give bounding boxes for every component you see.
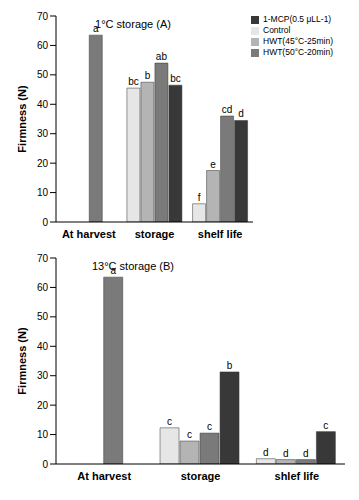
- svg-text:c: c: [207, 421, 212, 432]
- svg-text:a: a: [110, 265, 116, 276]
- svg-text:b: b: [145, 70, 151, 81]
- svg-text:d: d: [283, 448, 289, 459]
- svg-text:storage: storage: [181, 470, 221, 482]
- svg-text:c: c: [167, 416, 172, 427]
- svg-text:b: b: [227, 360, 233, 371]
- svg-text:0: 0: [42, 459, 48, 470]
- svg-text:shlef life: shlef life: [275, 470, 320, 482]
- svg-text:0: 0: [42, 217, 48, 228]
- svg-text:d: d: [263, 447, 269, 458]
- svg-text:c: c: [187, 429, 192, 440]
- svg-text:At harvest: At harvest: [77, 470, 131, 482]
- svg-text:50: 50: [37, 69, 49, 80]
- svg-text:10: 10: [37, 429, 49, 440]
- svg-text:a: a: [93, 23, 99, 34]
- svg-text:d: d: [303, 448, 309, 459]
- svg-text:Firmness (N): Firmness (N): [16, 327, 28, 395]
- svg-text:e: e: [210, 159, 216, 170]
- svg-text:ab: ab: [156, 51, 168, 62]
- svg-text:10: 10: [37, 187, 49, 198]
- svg-text:20: 20: [37, 158, 49, 169]
- svg-text:bc: bc: [170, 73, 181, 84]
- svg-text:30: 30: [37, 128, 49, 139]
- svg-text:At harvest: At harvest: [62, 228, 116, 240]
- svg-text:20: 20: [37, 400, 49, 411]
- svg-text:60: 60: [37, 282, 49, 293]
- svg-text:cd: cd: [222, 104, 233, 115]
- svg-text:70: 70: [37, 11, 49, 22]
- svg-text:70: 70: [37, 253, 49, 264]
- svg-text:shelf life: shelf life: [198, 228, 243, 240]
- svg-text:storage: storage: [135, 228, 175, 240]
- svg-text:f: f: [198, 192, 201, 203]
- svg-text:Firmness (N): Firmness (N): [16, 85, 28, 153]
- svg-text:c: c: [323, 420, 328, 431]
- svg-text:d: d: [238, 108, 244, 119]
- svg-text:30: 30: [37, 370, 49, 381]
- svg-text:40: 40: [37, 341, 49, 352]
- svg-text:60: 60: [37, 40, 49, 51]
- svg-text:bc: bc: [128, 76, 139, 87]
- svg-text:40: 40: [37, 99, 49, 110]
- svg-text:50: 50: [37, 311, 49, 322]
